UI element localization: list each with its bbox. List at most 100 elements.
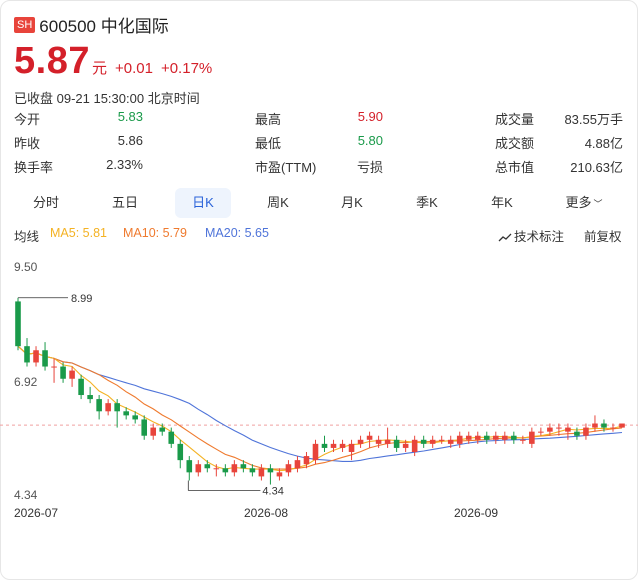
- turnover-value: 2.33%: [106, 157, 143, 172]
- trend-icon: [498, 233, 512, 242]
- candle-body: [294, 460, 301, 469]
- candle-body: [330, 443, 337, 448]
- candle-body: [159, 427, 166, 432]
- high-value: 5.90: [357, 109, 383, 124]
- candle-body: [393, 439, 400, 448]
- candles: [15, 297, 625, 485]
- high-label: 最高: [255, 112, 282, 127]
- market-status: 已收盘 09-21 15:30:00 北京时间: [14, 91, 200, 106]
- open-label: 今开: [14, 112, 41, 127]
- x-tick-label: 2026-08: [244, 506, 288, 520]
- price-change-pct: +0.17%: [160, 60, 213, 77]
- candle-body: [565, 427, 571, 432]
- market-badge: SH: [14, 16, 36, 33]
- candle-body: [592, 423, 598, 428]
- min-price-label: 4.34: [262, 485, 283, 497]
- price-change: +0.01: [114, 60, 153, 77]
- candle-body: [375, 439, 382, 444]
- tab-yearly-k[interactable]: 年K: [491, 195, 513, 210]
- candle-body: [285, 464, 292, 473]
- y-tick-label: 4.34: [14, 488, 38, 502]
- tab-daily-k[interactable]: 日K: [175, 188, 231, 218]
- mktcap-value: 210.63亿: [570, 160, 623, 175]
- candle-body: [366, 435, 373, 440]
- candle-body: [276, 472, 283, 477]
- candle-body: [502, 435, 508, 440]
- period-tabs: 分时 五日 日K 周K 月K 季K 年K 更多 ﹀: [10, 188, 626, 218]
- pe-label: 市盈(TTM): [255, 160, 317, 175]
- ma5-value: MA5: 5.81: [50, 226, 107, 240]
- candle-body: [420, 439, 427, 444]
- candle-body: [511, 435, 517, 440]
- candle-body: [258, 468, 265, 477]
- candle-body: [132, 415, 138, 420]
- candle-body: [357, 439, 364, 444]
- candle-body: [447, 439, 454, 444]
- candle-body: [96, 399, 102, 412]
- candle-body: [78, 378, 84, 396]
- y-tick-label: 9.50: [14, 260, 38, 274]
- ma10-value: MA10: 5.79: [123, 226, 187, 240]
- amount-value: 4.88亿: [584, 136, 623, 151]
- candle-body: [240, 464, 247, 469]
- candle-body: [267, 468, 274, 473]
- adjust-toggle[interactable]: 前复权: [584, 230, 622, 244]
- price-row: 5.87 元 +0.01 +0.17%: [14, 40, 220, 83]
- candle-body: [610, 427, 616, 429]
- candle-body: [492, 435, 499, 440]
- candle-body: [619, 423, 625, 428]
- candle-body: [150, 427, 157, 436]
- candle-body: [15, 301, 21, 347]
- candle-body: [547, 427, 553, 432]
- candle-body: [339, 443, 346, 448]
- candle-body: [186, 460, 193, 473]
- candle-body: [529, 431, 535, 444]
- candle-body: [177, 443, 184, 461]
- candle-body: [321, 443, 328, 448]
- low-value: 5.80: [357, 133, 383, 148]
- candle-body: [601, 423, 607, 428]
- tab-more-label: 更多: [565, 195, 592, 210]
- tab-quarterly-k[interactable]: 季K: [416, 195, 438, 210]
- candle-body: [69, 370, 75, 379]
- candle-body: [483, 435, 490, 440]
- candle-body: [384, 439, 391, 444]
- candle-body: [222, 468, 229, 473]
- candle-body: [312, 443, 319, 461]
- candle-body: [168, 431, 175, 444]
- tech-annotation-label: 技术标注: [514, 230, 565, 244]
- tab-intraday[interactable]: 分时: [32, 195, 59, 210]
- candle-body: [249, 468, 256, 473]
- candle-body: [574, 431, 580, 436]
- candle-body: [195, 464, 202, 473]
- stock-header: SH 600500 中化国际: [14, 12, 169, 37]
- tab-five-day[interactable]: 五日: [111, 195, 138, 210]
- candle-body: [42, 350, 48, 367]
- open-value: 5.83: [117, 109, 143, 124]
- candle-body: [114, 403, 120, 412]
- pe-value: 亏损: [356, 160, 383, 175]
- x-tick-label: 2026-09: [454, 506, 498, 520]
- ma-label: 均线: [14, 230, 40, 244]
- prev-close-label: 昨收: [14, 136, 41, 151]
- candle-body: [520, 439, 526, 441]
- candle-body: [123, 411, 129, 416]
- candle-body: [60, 366, 66, 379]
- amount-label: 成交额: [495, 136, 535, 151]
- candle-body: [231, 464, 238, 473]
- low-label: 最低: [255, 136, 282, 151]
- candle-body: [105, 403, 111, 412]
- price-unit: 元: [91, 60, 107, 77]
- tab-weekly-k[interactable]: 周K: [267, 195, 289, 210]
- candle-body: [204, 464, 211, 469]
- tab-more[interactable]: 更多 ﹀: [556, 188, 612, 218]
- candle-body: [303, 456, 310, 465]
- axis-labels: 9.50 6.92 4.34 2026-07 2026-08 2026-09 8.99 4.3…: [14, 260, 498, 520]
- candle-body: [411, 439, 418, 452]
- candle-body: [141, 419, 148, 436]
- stock-title[interactable]: 600500 中化国际: [39, 17, 169, 36]
- tech-annotation-toggle[interactable]: 技术标注: [498, 226, 564, 245]
- candle-body: [583, 427, 589, 436]
- tab-monthly-k[interactable]: 月K: [341, 195, 363, 210]
- kline-chart[interactable]: 9.50 6.92 4.34 2026-07 2026-08 2026-09 8.99 4.3…: [0, 255, 638, 525]
